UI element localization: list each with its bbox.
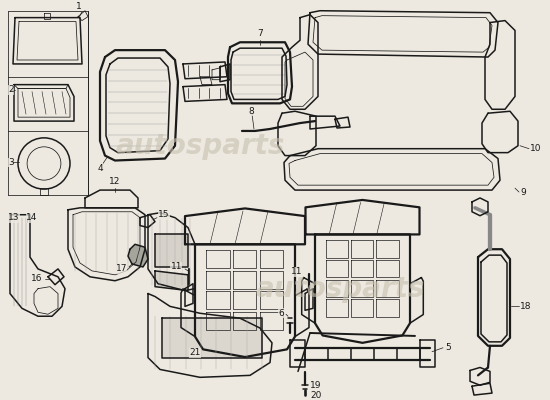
Polygon shape <box>162 318 262 358</box>
Text: 12: 12 <box>109 177 120 186</box>
Text: 4: 4 <box>97 164 103 173</box>
Text: autosparts: autosparts <box>255 275 425 303</box>
Text: 5: 5 <box>445 343 451 352</box>
Polygon shape <box>155 234 188 267</box>
Text: 14: 14 <box>26 213 37 222</box>
Text: 21: 21 <box>189 348 201 357</box>
Text: 6: 6 <box>278 309 284 318</box>
Text: 11: 11 <box>170 262 182 272</box>
Text: 18: 18 <box>520 302 531 311</box>
Text: 3: 3 <box>8 158 14 167</box>
Text: 15: 15 <box>158 210 169 219</box>
Text: 20: 20 <box>310 390 321 400</box>
Text: 16: 16 <box>30 274 42 283</box>
Text: 1: 1 <box>76 2 82 11</box>
Polygon shape <box>128 244 148 267</box>
Text: 19: 19 <box>310 381 322 390</box>
Text: 8: 8 <box>248 107 254 116</box>
Text: 7: 7 <box>257 29 263 38</box>
Text: 13: 13 <box>8 213 19 222</box>
Text: 11: 11 <box>290 267 302 276</box>
Text: autosparts: autosparts <box>116 132 285 160</box>
Polygon shape <box>155 271 188 291</box>
Text: 17: 17 <box>116 264 127 274</box>
Text: 10: 10 <box>530 144 542 153</box>
Text: 2: 2 <box>8 85 14 94</box>
Text: 9: 9 <box>520 188 526 196</box>
